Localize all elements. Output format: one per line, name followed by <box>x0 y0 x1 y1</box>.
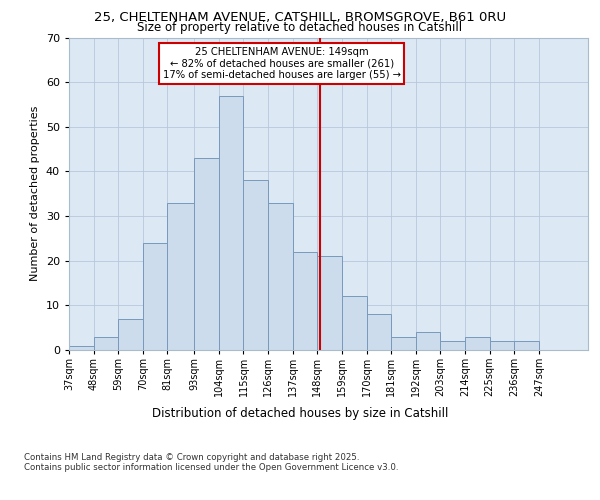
Text: Distribution of detached houses by size in Catshill: Distribution of detached houses by size … <box>152 408 448 420</box>
Text: Size of property relative to detached houses in Catshill: Size of property relative to detached ho… <box>137 21 463 34</box>
Bar <box>219 96 244 350</box>
Bar <box>317 256 342 350</box>
Bar <box>118 319 143 350</box>
Bar <box>342 296 367 350</box>
Bar <box>94 336 118 350</box>
Text: Contains HM Land Registry data © Crown copyright and database right 2025.: Contains HM Land Registry data © Crown c… <box>24 454 359 462</box>
Bar <box>391 336 416 350</box>
Bar <box>167 202 194 350</box>
Y-axis label: Number of detached properties: Number of detached properties <box>30 106 40 282</box>
Bar <box>465 336 490 350</box>
Bar <box>440 341 465 350</box>
Text: 25, CHELTENHAM AVENUE, CATSHILL, BROMSGROVE, B61 0RU: 25, CHELTENHAM AVENUE, CATSHILL, BROMSGR… <box>94 11 506 24</box>
Bar <box>490 341 514 350</box>
Bar <box>268 202 293 350</box>
Bar <box>69 346 94 350</box>
Bar <box>416 332 440 350</box>
Bar <box>367 314 391 350</box>
Text: Contains public sector information licensed under the Open Government Licence v3: Contains public sector information licen… <box>24 464 398 472</box>
Bar <box>244 180 268 350</box>
Text: 25 CHELTENHAM AVENUE: 149sqm
← 82% of detached houses are smaller (261)
17% of s: 25 CHELTENHAM AVENUE: 149sqm ← 82% of de… <box>163 47 401 80</box>
Bar <box>194 158 219 350</box>
Bar <box>143 243 167 350</box>
Bar <box>514 341 539 350</box>
Bar <box>293 252 317 350</box>
